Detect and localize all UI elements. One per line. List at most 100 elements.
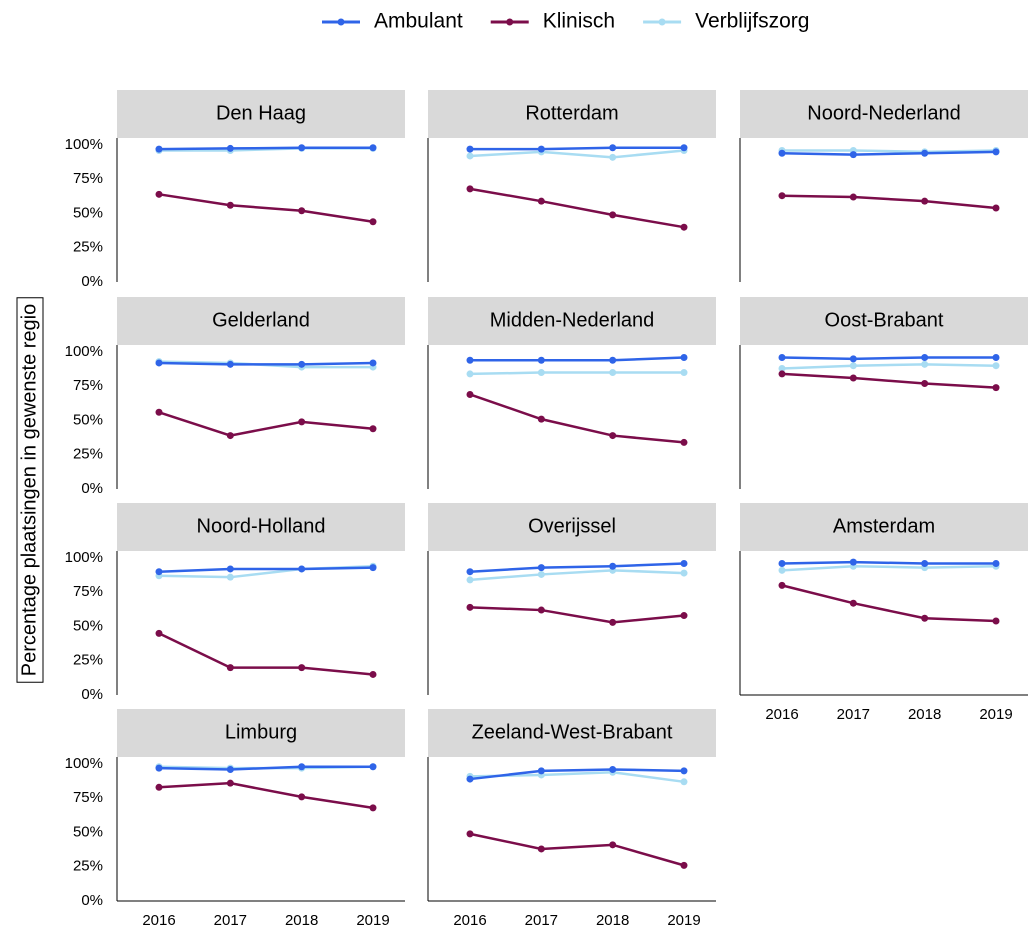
series-line xyxy=(158,566,374,573)
x-tick-label: 2016 xyxy=(142,912,175,929)
y-tick-label: 100% xyxy=(65,136,103,153)
data-point xyxy=(921,353,929,361)
data-point xyxy=(609,211,617,219)
y-tick-label: 25% xyxy=(73,446,103,463)
data-point xyxy=(466,390,474,398)
data-point xyxy=(609,144,617,152)
data-point xyxy=(680,778,688,786)
data-point xyxy=(778,559,786,567)
legend-dot xyxy=(658,18,666,26)
data-point xyxy=(155,764,163,772)
x-tick-label: 2017 xyxy=(214,912,247,929)
data-point xyxy=(226,144,234,152)
data-point xyxy=(609,432,617,440)
data-point xyxy=(537,564,545,572)
series-line xyxy=(781,584,997,623)
series-line xyxy=(158,781,374,810)
data-point xyxy=(369,804,377,812)
panel-strip xyxy=(740,297,1028,345)
series-line xyxy=(469,562,685,573)
x-tick-label: 2018 xyxy=(596,912,629,929)
data-point xyxy=(226,565,234,573)
data-point xyxy=(155,145,163,153)
panel: Limburg 0% 25% 50% 75% 100% 2016 2017 2018 2019 xyxy=(65,709,405,929)
y-tick-label: 50% xyxy=(73,617,103,634)
data-point xyxy=(466,356,474,364)
data-point xyxy=(680,612,688,620)
series-line xyxy=(781,564,997,572)
legend-label: Verblijfszorg xyxy=(695,10,809,33)
series-line xyxy=(469,832,685,867)
series-line xyxy=(781,560,996,565)
panel-title: Limburg xyxy=(225,721,297,743)
legend-dot xyxy=(337,18,345,26)
panel-strip xyxy=(117,709,405,757)
data-point xyxy=(155,783,163,791)
panel: Zeeland-West-Brabant 2016 2017 2018 2019 xyxy=(427,709,716,929)
data-point xyxy=(298,793,306,801)
data-point xyxy=(609,765,617,773)
y-tick-label: 25% xyxy=(73,858,103,875)
data-point xyxy=(466,185,474,193)
data-point xyxy=(849,193,857,201)
panel: Midden-Nederland xyxy=(427,297,716,489)
y-tick-label: 0% xyxy=(81,273,103,290)
x-tick-label: 2019 xyxy=(979,706,1012,723)
y-axis-title: Percentage plaatsingen in gewenste regio xyxy=(18,304,40,676)
panel-strip xyxy=(428,709,716,757)
data-point xyxy=(226,360,234,368)
data-point xyxy=(537,415,545,423)
x-tick-label: 2016 xyxy=(453,912,486,929)
data-point xyxy=(849,355,857,363)
data-point xyxy=(369,359,377,367)
y-tick-label: 0% xyxy=(81,892,103,909)
data-point xyxy=(155,190,163,198)
data-point xyxy=(537,356,545,364)
data-point xyxy=(680,569,688,577)
data-point xyxy=(992,148,1000,156)
data-point xyxy=(921,614,929,622)
data-point xyxy=(369,564,377,572)
panel: Den Haag 0% 25% 50% 75% 100% xyxy=(65,90,405,290)
data-point xyxy=(609,356,617,364)
data-point xyxy=(609,369,617,377)
data-point xyxy=(778,364,786,372)
y-axis-title-box: Percentage plaatsingen in gewenste regio xyxy=(16,297,44,683)
series-line xyxy=(469,371,684,376)
data-point xyxy=(298,565,306,573)
data-point xyxy=(226,201,234,209)
data-point xyxy=(992,617,1000,625)
data-point xyxy=(609,562,617,570)
panel-strip xyxy=(117,503,405,551)
data-point xyxy=(680,353,688,361)
series-line xyxy=(158,146,373,151)
data-point xyxy=(537,197,545,205)
series-line xyxy=(781,194,997,210)
legend: Ambulant Klinisch Verblijfszorg xyxy=(322,10,809,33)
data-point xyxy=(226,765,234,773)
data-point xyxy=(369,425,377,433)
data-point xyxy=(609,153,617,161)
data-point xyxy=(298,664,306,672)
data-point xyxy=(849,599,857,607)
panel: Rotterdam xyxy=(427,90,716,282)
data-point xyxy=(992,362,1000,370)
data-point xyxy=(992,353,1000,361)
data-point xyxy=(298,360,306,368)
x-tick-label: 2019 xyxy=(667,912,700,929)
data-point xyxy=(226,432,234,440)
series-line xyxy=(158,193,374,223)
series-line xyxy=(469,606,685,624)
data-point xyxy=(226,664,234,672)
data-point xyxy=(466,145,474,153)
panel-title: Noord-Nederland xyxy=(807,102,960,124)
data-point xyxy=(992,204,1000,212)
series-line xyxy=(781,363,997,370)
data-point xyxy=(155,359,163,367)
series-line xyxy=(158,632,374,676)
data-point xyxy=(298,763,306,771)
y-tick-label: 100% xyxy=(65,343,103,360)
series-line xyxy=(470,356,685,362)
data-point xyxy=(680,438,688,446)
y-tick-label: 100% xyxy=(65,755,103,772)
